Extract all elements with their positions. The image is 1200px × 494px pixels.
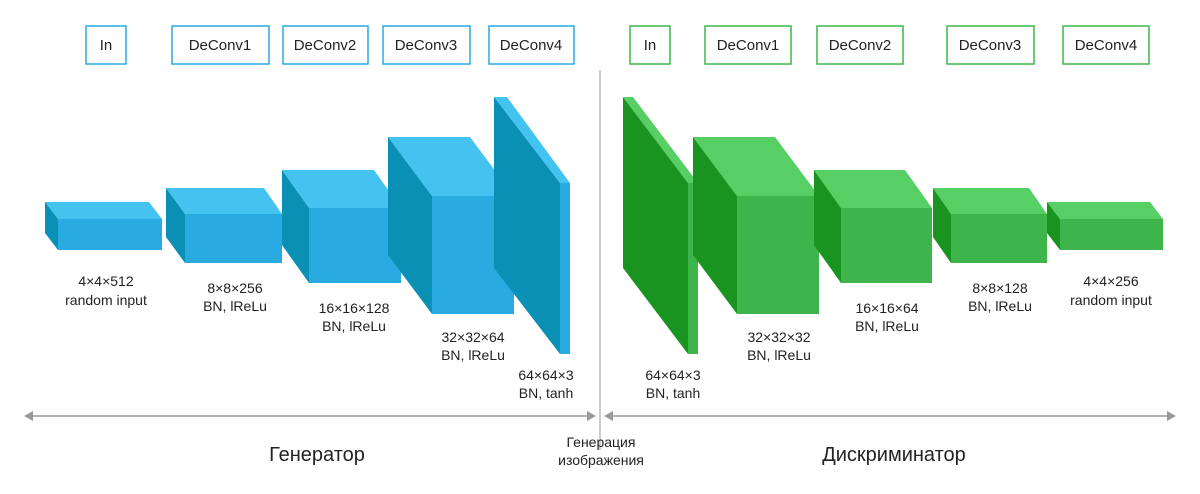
generator-blocks (45, 97, 570, 354)
generator-title: Генератор (269, 444, 365, 466)
discriminator-blocks (623, 97, 1163, 354)
generator-label-deconv4: DeConv4 (488, 25, 575, 65)
svg-text:DeConv2: DeConv2 (294, 37, 357, 54)
generator-label-deconv2: DeConv2 (282, 25, 369, 65)
generator-block-2 (166, 188, 282, 263)
discriminator-captions: 64×64×3 BN, tanh 32×32×32 BN, lReLu 16×1… (645, 273, 1152, 401)
discriminator-label-deconv3: DeConv3 (946, 25, 1035, 65)
discriminator-block-2-dims: 32×32×32 (747, 329, 810, 345)
svg-text:In: In (644, 37, 657, 54)
discriminator-label-deconv2: DeConv2 (816, 25, 904, 65)
generator-block-1-desc: random input (65, 292, 147, 308)
discriminator-block-1-dims: 64×64×3 (645, 367, 700, 383)
svg-text:DeConv4: DeConv4 (500, 37, 563, 54)
discriminator-block-2 (693, 137, 819, 314)
discriminator-block-5-desc: random input (1070, 292, 1152, 308)
discriminator-block-5 (1047, 202, 1163, 250)
discriminator-block-4-dims: 8×8×128 (972, 280, 1027, 296)
generator-label-in: In (85, 25, 127, 65)
generator-block-3 (282, 170, 401, 283)
discriminator-block-1 (623, 97, 698, 354)
generator-block-3-desc: BN, lReLu (322, 318, 386, 334)
discriminator-arrow (604, 411, 1176, 421)
svg-text:DeConv3: DeConv3 (959, 37, 1022, 54)
generator-arrow (24, 411, 596, 421)
generator-label-deconv3: DeConv3 (382, 25, 471, 65)
svg-text:DeConv1: DeConv1 (717, 37, 780, 54)
center-caption-line1: Генерация (567, 434, 636, 450)
generator-block-1 (45, 202, 162, 250)
generator-label-deconv1: DeConv1 (171, 25, 270, 65)
discriminator-block-2-desc: BN, lReLu (747, 347, 811, 363)
center-caption-line2: изображения (558, 452, 644, 468)
generator-block-5 (494, 97, 570, 354)
discriminator-block-4-desc: BN, lReLu (968, 298, 1032, 314)
generator-block-2-dims: 8×8×256 (207, 280, 262, 296)
generator-block-3-dims: 16×16×128 (319, 300, 390, 316)
discriminator-block-3-desc: BN, lReLu (855, 318, 919, 334)
discriminator-block-4 (933, 188, 1047, 263)
discriminator-label-deconv1: DeConv1 (704, 25, 792, 65)
discriminator-block-3 (814, 170, 932, 283)
generator-block-4-desc: BN, lReLu (441, 347, 505, 363)
svg-text:DeConv2: DeConv2 (829, 37, 892, 54)
svg-text:DeConv4: DeConv4 (1075, 37, 1138, 54)
svg-text:In: In (100, 37, 113, 54)
generator-block-1-dims: 4×4×512 (78, 273, 133, 289)
svg-text:DeConv1: DeConv1 (189, 37, 252, 54)
generator-block-5-dims: 64×64×3 (518, 367, 573, 383)
generator-layer-labels: In DeConv1 DeConv2 DeConv3 DeConv4 (85, 25, 575, 65)
discriminator-label-in: In (629, 25, 671, 65)
discriminator-layer-labels: In DeConv1 DeConv2 DeConv3 DeConv4 (629, 25, 1150, 65)
discriminator-block-5-dims: 4×4×256 (1083, 273, 1138, 289)
generator-block-4-dims: 32×32×64 (441, 329, 504, 345)
svg-text:DeConv3: DeConv3 (395, 37, 458, 54)
discriminator-block-3-dims: 16×16×64 (855, 300, 918, 316)
generator-captions: 4×4×512 random input 8×8×256 BN, lReLu 1… (65, 273, 574, 401)
discriminator-title: Дискриминатор (822, 444, 966, 466)
generator-block-2-desc: BN, lReLu (203, 298, 267, 314)
generator-block-5-desc: BN, tanh (519, 385, 573, 401)
discriminator-block-1-desc: BN, tanh (646, 385, 700, 401)
discriminator-label-deconv4: DeConv4 (1062, 25, 1150, 65)
